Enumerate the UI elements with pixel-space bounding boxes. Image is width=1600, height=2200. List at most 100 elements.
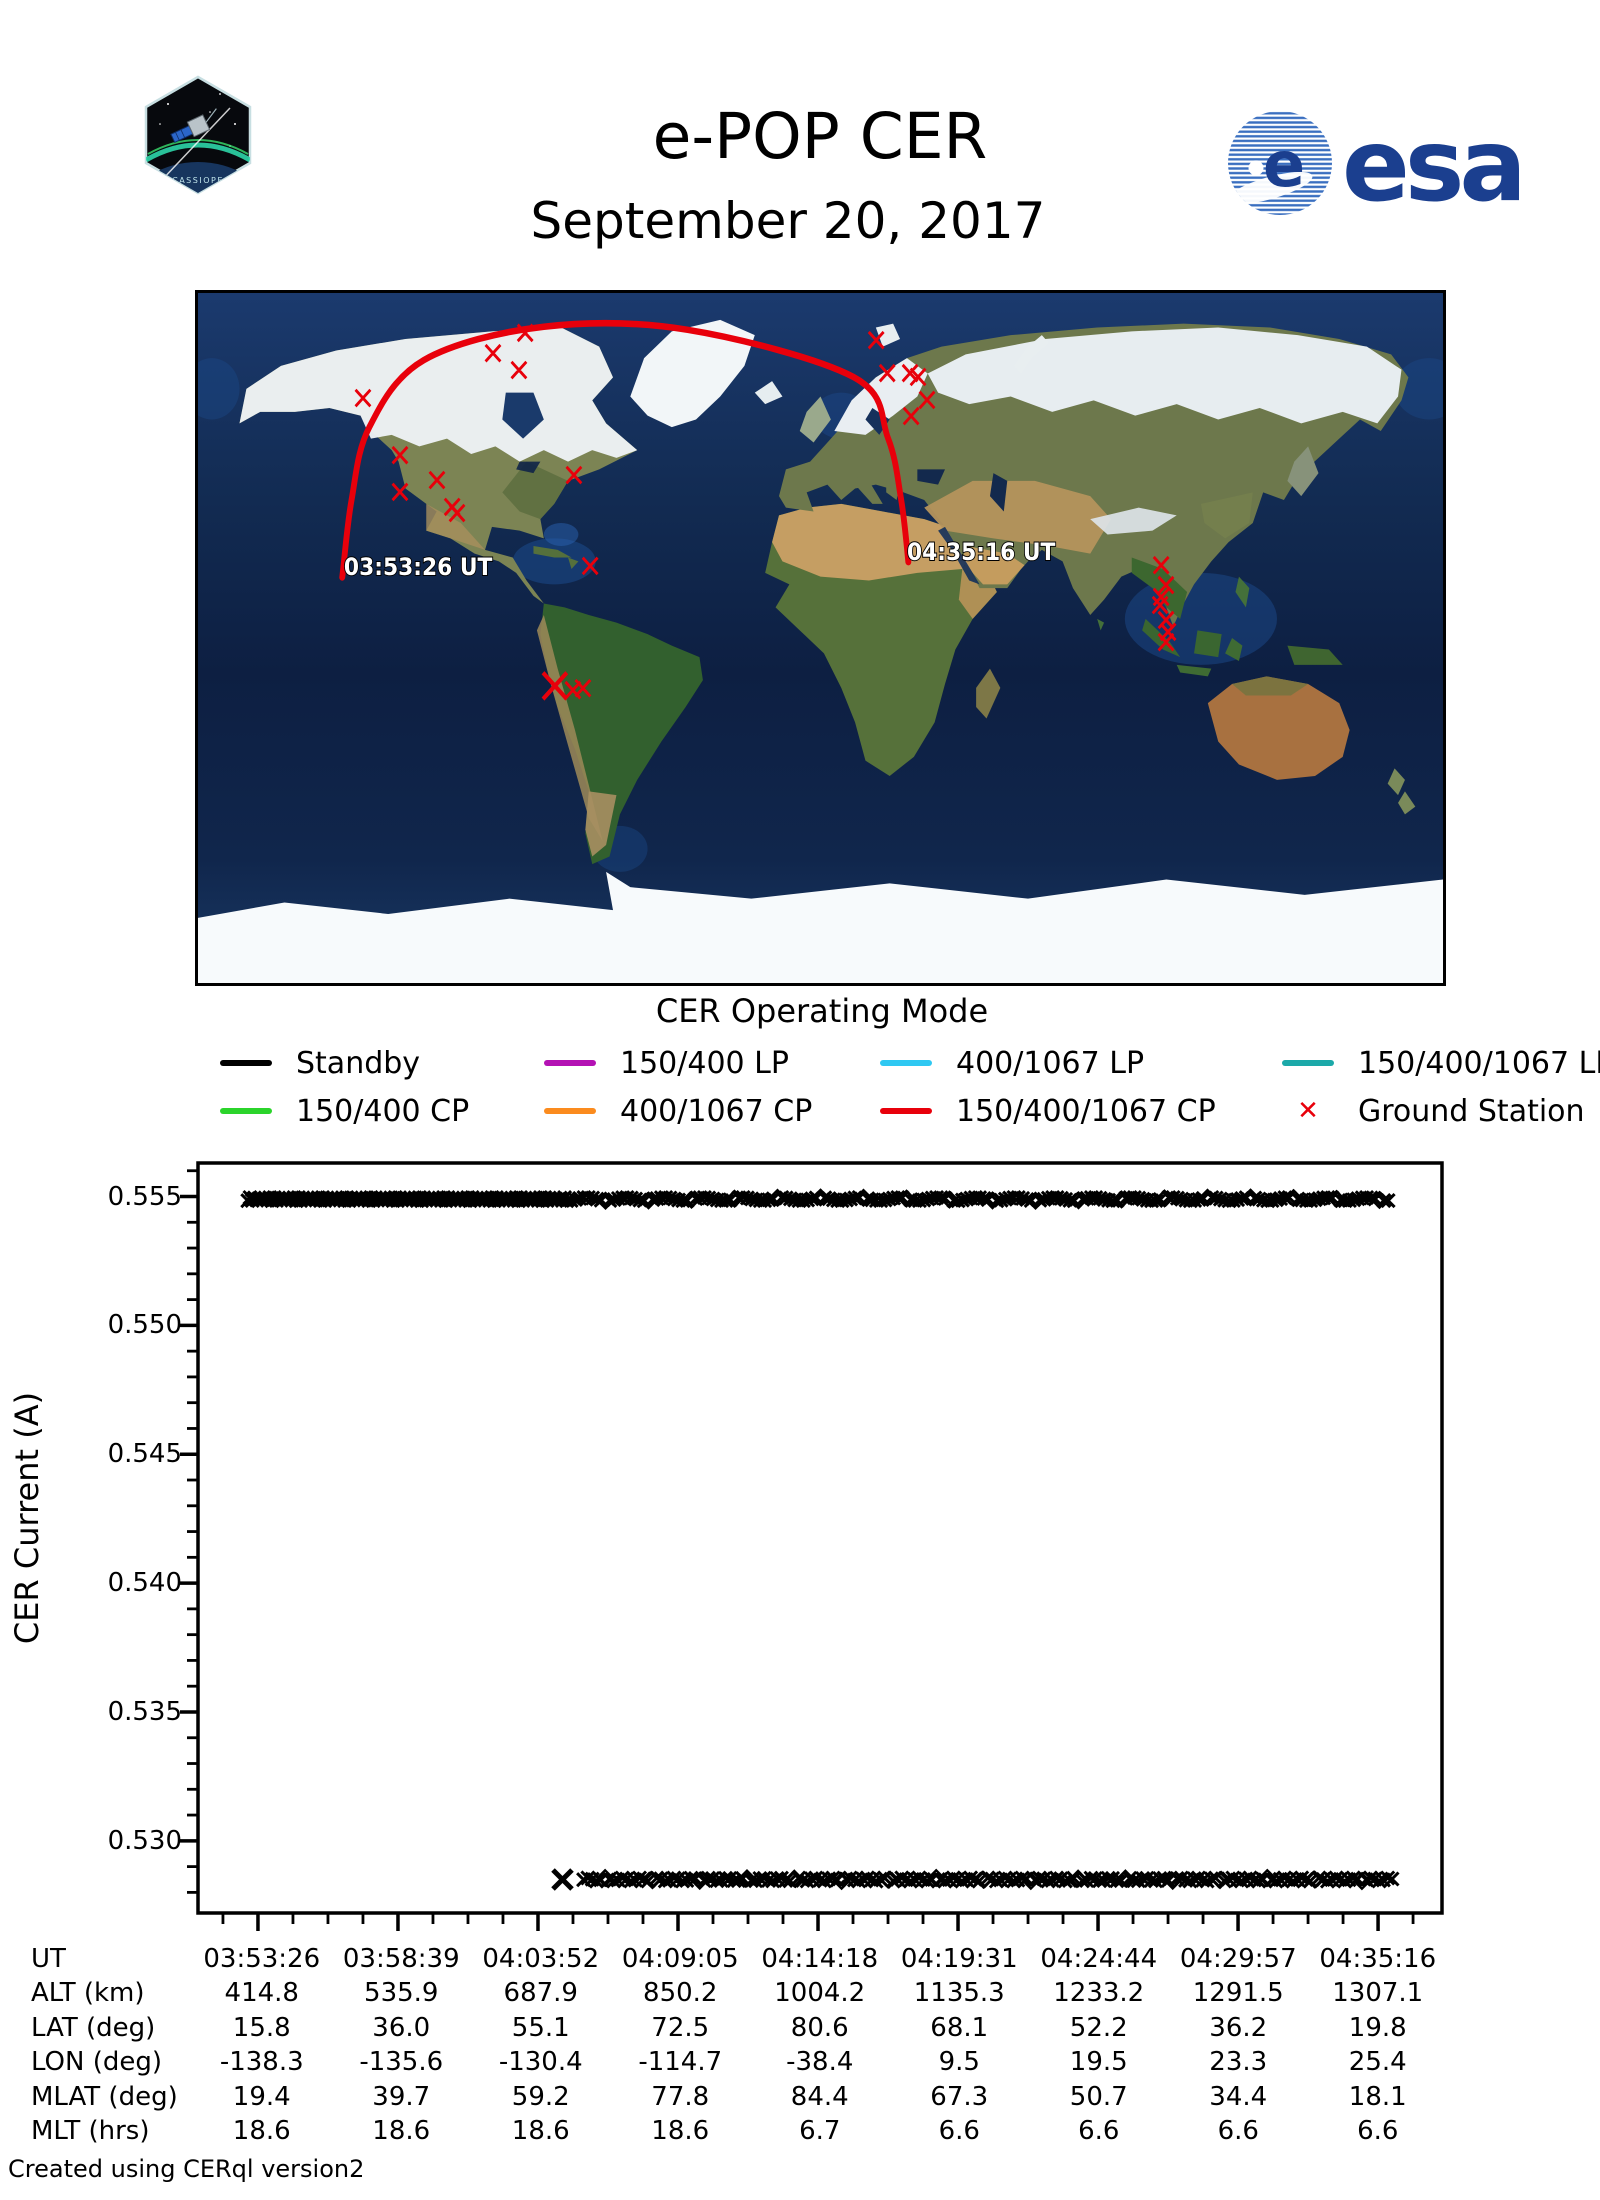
y-axis-label: CER Current (A) (8, 1391, 46, 1645)
table-cell: 1004.2 (774, 1978, 866, 2009)
table-cell: -114.7 (638, 2047, 723, 2078)
y-tick-label: 0.535 (107, 1696, 182, 1727)
table-cell: 04:35:16 (1319, 1944, 1437, 1974)
legend-item-150-400-cp: 150/400 CP (220, 1092, 544, 1130)
table-cell: 9.5 (938, 2047, 980, 2078)
legend-item-ground-station: ✕ Ground Station (1282, 1092, 1600, 1130)
table-cell: 04:29:57 (1179, 1944, 1297, 1974)
svg-text:e: e (1263, 128, 1305, 201)
southeast-asia-green (1131, 557, 1188, 619)
madagascar-island (976, 668, 1001, 719)
north-america-southeast-green (502, 461, 569, 520)
caspian-sea (989, 473, 1008, 512)
table-cell: 03:58:39 (342, 1944, 460, 1974)
table-cell: 6.7 (799, 2116, 841, 2147)
legend-line-swatch (880, 1108, 932, 1114)
table-cell: 850.2 (643, 1978, 718, 2009)
table-cell: 19.5 (1069, 2047, 1128, 2078)
patagonia (585, 791, 617, 857)
table-row-label: UT (31, 1944, 66, 1974)
table-cell: 6.6 (1217, 2116, 1259, 2147)
central-asia-desert (924, 480, 1111, 554)
table-cell: 36.2 (1209, 2012, 1268, 2043)
track-end-time-label: 04:35:16 UT (907, 539, 1056, 566)
legend-item-label: 150/400 CP (296, 1093, 470, 1129)
table-cell: 6.6 (1357, 2116, 1399, 2147)
table-row-label: MLAT (deg) (31, 2081, 178, 2112)
esa-globe-icon: e (1228, 111, 1332, 215)
table-cell: 04:09:05 (621, 1944, 739, 1974)
legend-line-swatch (544, 1060, 596, 1066)
table-cell: 04:14:18 (761, 1944, 879, 1974)
table-cell: -138.3 (219, 2047, 304, 2078)
table-cell: 1135.3 (913, 1978, 1005, 2009)
axis-ticks (180, 1169, 1415, 1931)
lone-data-point (551, 1868, 574, 1891)
y-tick-label: 0.540 (107, 1568, 182, 1599)
legend-item-400-1067-cp: 400/1067 CP (544, 1092, 880, 1130)
legend-line-swatch (880, 1060, 932, 1066)
legend-item-label: 150/400/1067 LP (1358, 1045, 1600, 1081)
ground-station-markers (354, 323, 1177, 700)
table-cell: 84.4 (790, 2081, 849, 2112)
table-cell: 1307.1 (1332, 1978, 1424, 2009)
legend-item-label: 150/400 LP (620, 1045, 789, 1081)
satellite-ground-track (339, 319, 912, 581)
north-america-southwest-desert (426, 503, 486, 550)
table-cell: -130.4 (498, 2047, 583, 2078)
table-cell: 50.7 (1069, 2081, 1128, 2112)
world-map-panel: 03:53:26 UT 04:35:16 UT (195, 290, 1446, 986)
table-cell: 52.2 (1069, 2012, 1128, 2043)
esa-wordmark: esa (1342, 107, 1522, 224)
table-cell: 67.3 (930, 2081, 989, 2112)
andes-mountains (536, 615, 603, 842)
legend-item-label: 150/400/1067 CP (956, 1093, 1216, 1129)
table-cell: 68.1 (930, 2012, 989, 2043)
legend-line-swatch (220, 1108, 272, 1114)
table-cell: 18.6 (232, 2116, 291, 2147)
page-title: e-POP CER (652, 100, 988, 173)
great-lakes (516, 461, 541, 474)
table-row-label: ALT (km) (31, 1978, 145, 2009)
table-row-label: MLT (hrs) (31, 2116, 150, 2147)
red-sea (938, 526, 980, 585)
table-cell: 04:19:31 (900, 1944, 1018, 1974)
australia-north-green (1232, 676, 1309, 696)
ground-station-x-icon: ✕ (1297, 1096, 1319, 1126)
ground-station-marker-large (541, 671, 569, 701)
legend-line-swatch (220, 1060, 272, 1066)
legend-item-label: 400/1067 CP (620, 1093, 813, 1129)
plot-frame (196, 1161, 1444, 1915)
y-tick-label: 0.555 (107, 1181, 182, 1212)
tibet-snow (1090, 507, 1177, 535)
table-row-label: LON (deg) (31, 2047, 163, 2078)
legend-title: CER Operating Mode (655, 992, 989, 1030)
y-tick-label: 0.550 (107, 1310, 182, 1341)
legend-item-standby: Standby (220, 1044, 544, 1082)
footer-credit: Created using CERql version2 (8, 2155, 365, 2183)
continent-australia (1207, 676, 1350, 780)
china-green (1200, 492, 1253, 539)
black-sea (917, 469, 945, 485)
siberia-snow (927, 327, 1402, 424)
table-cell: 687.9 (503, 1978, 578, 2009)
north-america-snow (239, 327, 638, 462)
table-cell: -135.6 (359, 2047, 444, 2078)
satellite-icon (170, 108, 217, 144)
esa-logo: e esa (1228, 107, 1527, 224)
table-cell: 55.1 (511, 2012, 570, 2043)
table-cell: 18.6 (651, 2116, 710, 2147)
table-cell: 6.6 (938, 2116, 980, 2147)
scatter-markers (240, 1188, 1400, 1891)
legend: Standby 150/400 LP 400/1067 LP 150/400/1067… (220, 1044, 1600, 1130)
table-cell: 04:03:52 (482, 1944, 600, 1974)
page-subtitle: September 20, 2017 (530, 192, 1046, 250)
hudson-bay (502, 392, 544, 439)
track-start-time-label: 03:53:26 UT (344, 554, 493, 581)
table-cell: 77.8 (651, 2081, 710, 2112)
table-cell: 19.8 (1348, 2012, 1407, 2043)
table-cell: 23.3 (1209, 2047, 1268, 2078)
y-tick-label: 0.545 (107, 1439, 182, 1470)
y-tick-label: 0.530 (107, 1825, 182, 1856)
